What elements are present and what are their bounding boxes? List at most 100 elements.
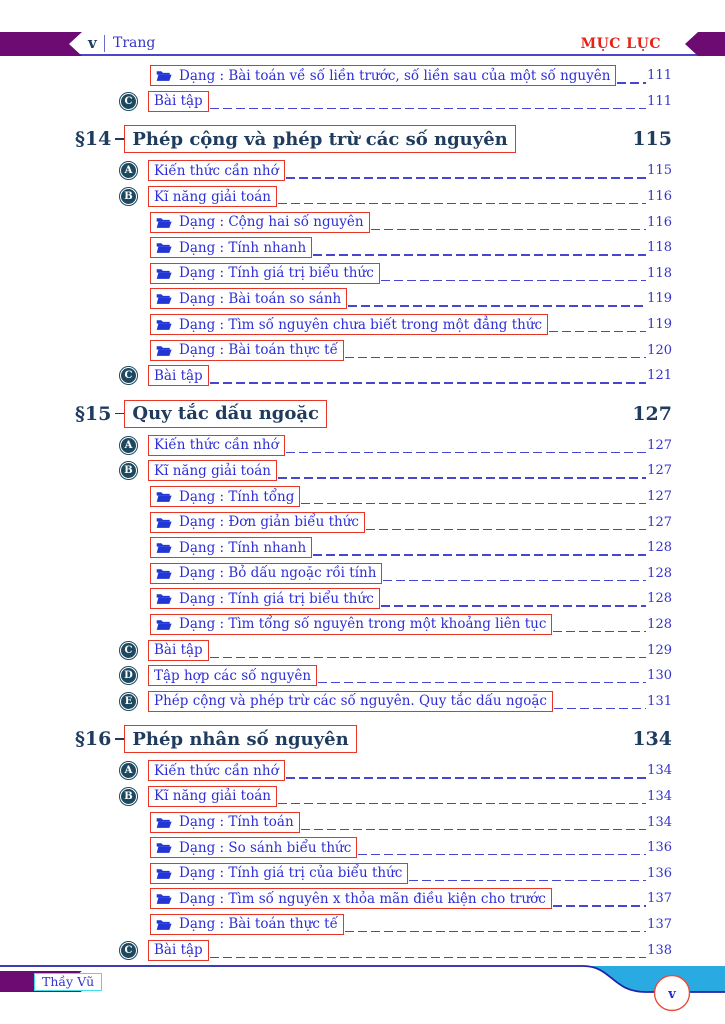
toc-entry-link[interactable]: Dạng : Tìm số nguyên x thỏa mãn điều kiệ…: [150, 888, 552, 910]
toc-entry-link[interactable]: Dạng : Đơn giản biểu thức: [150, 511, 365, 533]
toc-section-row: §16 Phép nhân số nguyên 134: [75, 723, 672, 755]
toc-entry-link[interactable]: Kĩ năng giải toán: [148, 460, 277, 482]
folder-open-icon: [156, 269, 172, 279]
toc-dang-row: Dạng : So sánh biểu thức 136: [75, 835, 672, 861]
entry-page-number: 119: [647, 291, 672, 307]
toc-entry-link[interactable]: Bài tập: [148, 939, 209, 961]
toc-entry-link[interactable]: Dạng : Bài toán thực tế: [150, 913, 344, 935]
part-letter-badge: C: [119, 91, 138, 111]
section-dash: [115, 738, 125, 740]
toc-entry-link[interactable]: Dạng : Bài toán so sánh: [150, 288, 348, 310]
toc-entry-link[interactable]: Dạng : Bài toán thực tế: [150, 339, 344, 361]
header-separator: [104, 35, 106, 52]
dotted-leader: [318, 682, 647, 684]
toc-entry-link[interactable]: Dạng : Tính giá trị của biểu thức: [150, 862, 409, 884]
toc-entry-label: Kĩ năng giải toán: [154, 788, 271, 805]
toc-entry-link[interactable]: Bài tập: [148, 639, 209, 661]
toc-entry-link[interactable]: Kĩ năng giải toán: [148, 785, 277, 807]
toc-dang-row: Dạng : Tìm số nguyên chưa biết trong một…: [75, 312, 672, 338]
entry-page-number: 115: [647, 163, 672, 179]
toc-entry-link[interactable]: Kĩ năng giải toán: [148, 186, 277, 208]
footer-author-badge: Thầy Vũ: [34, 972, 103, 991]
toc-part-row: B Kĩ năng giải toán 134: [75, 784, 672, 810]
section-title-link[interactable]: Phép cộng và phép trừ các số nguyên: [124, 125, 516, 154]
toc-entry-link[interactable]: Kiến thức cần nhớ: [148, 160, 285, 182]
section-page-number: 115: [632, 128, 672, 151]
toc-entry-link[interactable]: Bài tập: [148, 365, 209, 387]
toc-entry-link[interactable]: Dạng : Tính toán: [150, 811, 300, 833]
entry-page-number: 128: [647, 540, 672, 556]
part-letter-badge: C: [119, 640, 138, 660]
part-letter-badge: A: [119, 161, 138, 181]
dotted-leader: [313, 554, 647, 556]
toc-entry-label: Bài tập: [154, 367, 203, 384]
toc-entry-link[interactable]: Dạng : Tính tổng: [150, 486, 301, 508]
toc-entry-link[interactable]: Kiến thức cần nhớ: [148, 434, 285, 456]
entry-page-number: 137: [647, 916, 672, 932]
folder-open-icon: [156, 217, 172, 228]
toc-entry-label: Phép cộng và phép trừ các số nguyên. Quy…: [154, 693, 547, 710]
toc-entry-label: Dạng : Tính giá trị biểu thức: [179, 265, 374, 282]
toc-entry-link[interactable]: Dạng : Cộng hai số nguyên: [150, 211, 370, 233]
toc-entry-label: Dạng : Tìm tổng số nguyên trong một khoả…: [179, 616, 547, 633]
toc-entry-link[interactable]: Dạng : So sánh biểu thức: [150, 837, 358, 859]
toc-entry-link[interactable]: Dạng : Tính giá trị biểu thức: [150, 262, 380, 284]
toc-part-row: A Kiến thức cần nhớ 115: [75, 158, 672, 184]
dotted-leader: [209, 956, 647, 958]
section-dash: [115, 412, 125, 415]
toc-entry-link[interactable]: Tập hợp các số nguyên: [148, 665, 318, 687]
toc-entry-link[interactable]: Phép cộng và phép trừ các số nguyên. Quy…: [148, 690, 553, 712]
dotted-leader: [358, 854, 647, 856]
toc-part-row: C Bài tập 121: [75, 363, 672, 389]
toc-entry-link[interactable]: Dạng : Bỏ dấu ngoặc rồi tính: [150, 562, 383, 584]
folder-open-icon: [156, 543, 172, 554]
toc-entry-label: Dạng : Tính giá trị của biểu thức: [179, 865, 403, 882]
folder-open-icon: [156, 868, 172, 879]
toc-entry-link[interactable]: Kiến thức cần nhớ: [148, 760, 285, 782]
toc-entry-link[interactable]: Dạng : Tính giá trị biểu thức: [150, 588, 380, 610]
part-letter-badge: B: [119, 786, 138, 806]
toc-dang-row: Dạng : Bài toán về số liền trước, số liề…: [75, 63, 672, 89]
toc-dang-row: Dạng : Tính giá trị biểu thức 118: [75, 261, 672, 287]
toc-entry-link[interactable]: Bài tập: [148, 90, 209, 112]
part-letter-badge: A: [119, 761, 138, 781]
toc-entry-link[interactable]: Dạng : Tính nhanh: [150, 537, 313, 559]
entry-page-number: 116: [647, 189, 672, 205]
entry-page-number: 118: [647, 240, 672, 256]
toc-dang-row: Dạng : Tính nhanh 118: [75, 235, 672, 261]
part-letter-badge: C: [119, 940, 138, 960]
toc-dang-row: Dạng : Tìm số nguyên x thỏa mãn điều kiệ…: [75, 886, 672, 912]
entry-page-number: 116: [647, 214, 672, 230]
toc-dang-row: Dạng : Tính giá trị biểu thức 128: [75, 586, 672, 612]
section-number: §14: [75, 128, 112, 151]
toc-dang-row: Dạng : Bài toán thực tế 137: [75, 912, 672, 938]
section-title-link[interactable]: Phép nhân số nguyên: [124, 725, 357, 754]
toc-entry-label: Dạng : Tìm số nguyên x thỏa mãn điều kiệ…: [179, 890, 546, 907]
dotted-leader: [209, 656, 647, 658]
toc-entry-link[interactable]: Dạng : Bài toán về số liền trước, số liề…: [150, 65, 617, 87]
entry-page-number: 128: [647, 591, 672, 607]
toc-entry-link[interactable]: Dạng : Tìm tổng số nguyên trong một khoả…: [150, 613, 553, 635]
part-letter-badge: B: [119, 461, 138, 481]
dotted-leader: [617, 82, 647, 84]
entry-page-number: 127: [647, 437, 672, 453]
toc-part-row: C Bài tập 129: [75, 637, 672, 663]
folder-open-icon: [156, 320, 172, 330]
toc-entry-link[interactable]: Dạng : Tìm số nguyên chưa biết trong một…: [150, 314, 549, 336]
toc-dang-row: Dạng : Tính giá trị của biểu thức 136: [75, 860, 672, 886]
dotted-leader: [409, 879, 647, 882]
folder-open-icon: [156, 71, 172, 82]
folder-open-icon: [156, 345, 172, 356]
toc-entry-label: Kiến thức cần nhớ: [154, 762, 279, 779]
header-left-ribbon: [0, 32, 82, 56]
section-title-link[interactable]: Quy tắc dấu ngoặc: [124, 399, 327, 428]
toc-part-row: A Kiến thức cần nhớ 127: [75, 433, 672, 459]
dotted-leader: [344, 356, 647, 358]
footer-page-marker: v: [667, 987, 676, 1002]
entry-page-number: 119: [647, 317, 672, 333]
dotted-leader: [285, 777, 647, 779]
dotted-leader: [301, 503, 647, 505]
toc-entry-link[interactable]: Dạng : Tính nhanh: [150, 237, 313, 259]
toc-entry-label: Dạng : Bài toán so sánh: [179, 290, 342, 307]
